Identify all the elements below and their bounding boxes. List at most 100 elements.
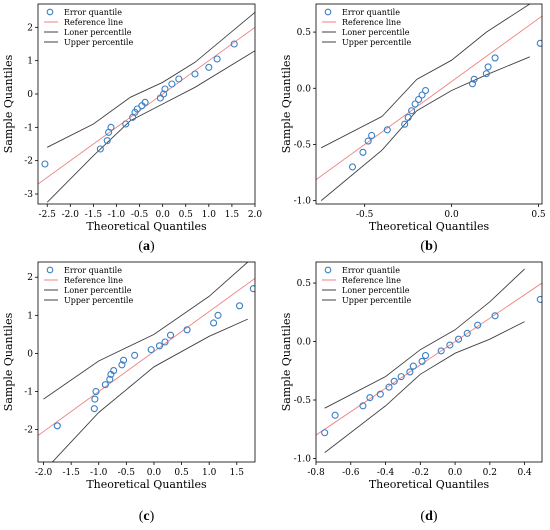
y-tick-label: -1 <box>24 388 33 398</box>
legend-entry: Reference line <box>64 276 123 285</box>
y-tick-label: 1 <box>27 57 33 67</box>
y-tick-label: -1.0 <box>294 454 312 464</box>
data-point <box>484 63 492 71</box>
data-point <box>463 329 471 337</box>
data-point <box>536 295 542 303</box>
legend-marker-icon <box>324 266 332 274</box>
data-point <box>122 120 130 128</box>
data-point <box>470 75 478 83</box>
data-point <box>421 352 430 360</box>
panel-b: -0.5 0.0 0.5 -1.0 -0.5 0.0 0.5 Theoretical Quan… <box>280 3 546 254</box>
data-point <box>210 319 218 327</box>
y-tick-label: -2 <box>24 426 33 436</box>
legend-marker-icon <box>324 8 332 16</box>
data-point <box>474 321 482 329</box>
x-tick-label: 1.5 <box>225 210 240 220</box>
x-tick-label: -1.5 <box>85 210 103 220</box>
x-tick-label: -0.5 <box>118 468 136 478</box>
data-point <box>404 113 412 122</box>
x-axis-label: Theoretical Quantiles <box>369 478 490 491</box>
legend-marker-icon <box>46 8 54 16</box>
data-point <box>359 402 367 410</box>
y-tick-label: 1 <box>27 311 33 321</box>
x-tick-label: 1.0 <box>202 210 217 220</box>
data-point <box>230 40 238 48</box>
y-tick-label: -3 <box>24 190 33 200</box>
x-tick-label: -0.8 <box>307 468 325 478</box>
data-point <box>106 375 114 383</box>
axes-frame <box>37 261 256 463</box>
data-point <box>418 91 426 99</box>
lower-percentile-line <box>51 318 248 462</box>
data-point <box>383 126 391 134</box>
legend-entry: Reference line <box>342 276 401 285</box>
lower-percentile-line <box>46 50 255 203</box>
data-point <box>110 367 118 375</box>
x-axis-label: Theoretical Quantiles <box>86 478 207 491</box>
data-point <box>409 362 417 370</box>
data-point <box>406 368 414 376</box>
upper-percentile-line <box>46 11 255 148</box>
x-tick-label: 0.5 <box>174 468 189 478</box>
axes-frame <box>37 3 256 205</box>
data-point <box>131 351 139 359</box>
data-point <box>364 137 372 145</box>
legend-entry: Loner percentile <box>64 28 132 37</box>
upper-percentile-line <box>43 262 249 400</box>
legend-entry: Reference line <box>342 18 401 27</box>
data-point <box>249 285 255 293</box>
plot-area <box>316 268 542 453</box>
data-point <box>376 390 384 398</box>
data-point <box>359 148 367 156</box>
data-point <box>168 80 176 88</box>
plot-area <box>38 11 255 203</box>
x-axis-label: Theoretical Quantiles <box>86 220 207 233</box>
data-point <box>90 405 98 413</box>
x-tick-label: 1.5 <box>230 468 245 478</box>
panel-label: (c) <box>139 509 155 524</box>
data-point <box>107 123 115 131</box>
legend-entry: Error quantile <box>64 266 122 275</box>
panel-label: (a) <box>138 239 155 254</box>
data-point <box>446 341 454 349</box>
y-tick-label: 0.5 <box>297 28 312 38</box>
panel-a: -2.5 -2.0 -1.5 -1.0 -0.5 0.0 0.5 1.0 1.5 2.0 -3 -2 -… <box>2 3 263 254</box>
x-tick-label: 0.0 <box>448 468 463 478</box>
data-point <box>147 346 155 354</box>
x-tick-label: 0.0 <box>444 210 459 220</box>
y-tick-label: -1.0 <box>294 197 312 207</box>
data-point <box>491 54 499 62</box>
data-point <box>385 383 393 391</box>
data-point <box>41 160 49 168</box>
panel-c: -2.0 -1.5 -1.0 -0.5 0.0 0.5 1.0 1.5 -2 -1 0 1 2 Theor… <box>2 261 256 524</box>
x-tick-label: 1.0 <box>202 468 217 478</box>
x-tick-label: -1.0 <box>90 468 108 478</box>
data-point <box>213 55 221 63</box>
reference-line <box>316 15 542 181</box>
y-tick-label: -0.5 <box>294 396 312 406</box>
axes-frame <box>315 3 543 205</box>
data-point <box>408 107 416 115</box>
y-tick-label: -2 <box>24 157 33 167</box>
panel-d: -0.8 -0.6 -0.4 -0.2 0.0 0.2 0.4 -1.0 -0.5 0.0 0.5 T… <box>280 261 543 524</box>
data-point <box>235 302 244 310</box>
data-point <box>455 335 463 343</box>
plot-area <box>316 4 542 201</box>
plot-area <box>38 262 255 462</box>
data-point <box>183 326 191 334</box>
data-point <box>118 361 126 369</box>
x-tick-label: -1.5 <box>62 468 80 478</box>
legend-entry: Loner percentile <box>64 286 132 295</box>
axes-frame <box>315 261 543 463</box>
data-point <box>166 331 175 339</box>
y-tick-label: 2 <box>27 273 33 283</box>
data-point <box>331 411 339 419</box>
upper-percentile-line <box>324 268 525 409</box>
data-point <box>101 381 109 389</box>
data-point <box>348 163 357 171</box>
y-axis-label: Sample Quantiles <box>2 54 15 153</box>
x-tick-label: -0.5 <box>356 210 374 220</box>
data-point <box>155 342 164 350</box>
x-tick-label: 2.0 <box>248 210 263 220</box>
reference-line <box>316 282 542 436</box>
